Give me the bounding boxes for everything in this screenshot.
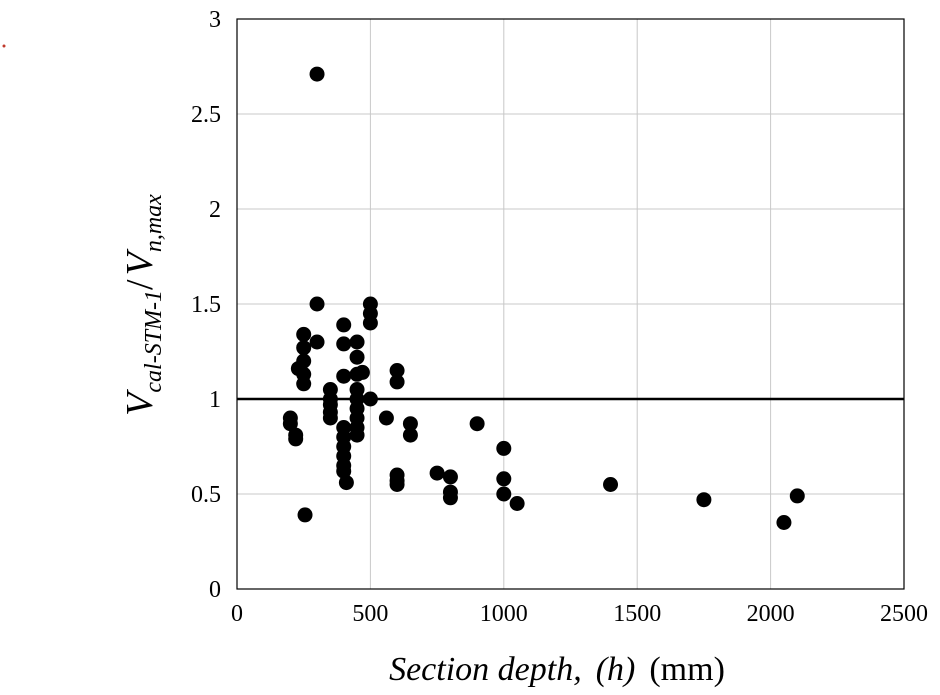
- data-point: [336, 368, 352, 384]
- data-point: [297, 507, 313, 523]
- data-point: [362, 315, 378, 331]
- data-point: [362, 391, 378, 407]
- y-axis-title-v2: V: [119, 248, 161, 275]
- y-axis-title-sub2: n,max: [141, 194, 167, 252]
- y-axis-title-sub1: cal-STM-1: [141, 290, 167, 393]
- data-point: [789, 488, 805, 504]
- data-point: [282, 416, 298, 432]
- data-point: [336, 336, 352, 352]
- corner-dot-marker: [2, 44, 6, 48]
- data-point: [389, 477, 405, 492]
- plot-area-frame: [236, 18, 905, 590]
- x-tick-label: 500: [352, 601, 388, 627]
- data-point: [496, 440, 512, 456]
- x-axis-title-symbol: (h): [596, 651, 636, 688]
- y-tick-label: 1.5: [191, 292, 221, 318]
- data-point: [288, 431, 304, 447]
- data-point: [309, 334, 325, 350]
- y-tick-labels: 0 0.5 1 1.5 2 2.5 3: [191, 7, 221, 603]
- data-point: [429, 465, 445, 481]
- data-point: [402, 427, 418, 443]
- x-tick-label: 2500: [880, 601, 928, 627]
- data-point: [603, 477, 619, 492]
- x-tick-label: 1000: [480, 601, 528, 627]
- data-point: [378, 410, 394, 426]
- data-point: [442, 490, 458, 506]
- x-tick-label: 2000: [747, 601, 795, 627]
- data-point: [389, 374, 405, 390]
- data-point: [402, 416, 418, 432]
- grid-lines: [236, 18, 905, 590]
- data-points: [282, 66, 805, 530]
- y-tick-label: 3: [209, 7, 221, 33]
- data-point: [696, 492, 712, 508]
- x-tick-label: 0: [231, 601, 243, 627]
- data-point: [322, 410, 338, 426]
- data-point: [296, 376, 312, 392]
- data-point: [296, 353, 312, 369]
- data-point: [336, 463, 352, 479]
- y-tick-label: 2.5: [191, 102, 221, 128]
- data-point: [389, 363, 405, 378]
- y-axis-title-v1: V: [119, 389, 161, 416]
- y-tick-label: 2: [209, 197, 221, 223]
- data-point: [349, 427, 365, 443]
- data-point: [509, 496, 525, 511]
- data-point: [338, 475, 354, 491]
- data-point: [469, 416, 485, 432]
- x-axis-title-main: Section depth,: [389, 651, 582, 688]
- y-tick-label: 0: [209, 577, 221, 603]
- data-point: [442, 469, 458, 485]
- data-point: [296, 340, 312, 356]
- x-axis-title: Section depth, (h) (mm): [389, 651, 725, 688]
- y-axis-title-slash: /: [119, 279, 161, 290]
- data-point: [496, 471, 512, 487]
- data-point: [349, 334, 365, 350]
- y-tick-label: 1: [209, 387, 221, 413]
- data-point: [296, 326, 312, 342]
- x-axis-title-unit: (mm): [649, 651, 725, 688]
- data-point: [309, 66, 325, 82]
- data-point: [354, 364, 370, 380]
- data-point: [309, 296, 325, 312]
- y-axis-title: Vcal-STM-1/ Vn,max: [119, 194, 167, 416]
- data-point: [336, 317, 352, 333]
- data-point: [776, 515, 792, 530]
- y-tick-label: 0.5: [191, 482, 221, 508]
- x-tick-label: 1500: [613, 601, 661, 627]
- data-point: [349, 349, 365, 365]
- x-tick-labels: 0 500 1000 1500 2000 2500: [231, 601, 928, 627]
- data-point: [496, 486, 512, 502]
